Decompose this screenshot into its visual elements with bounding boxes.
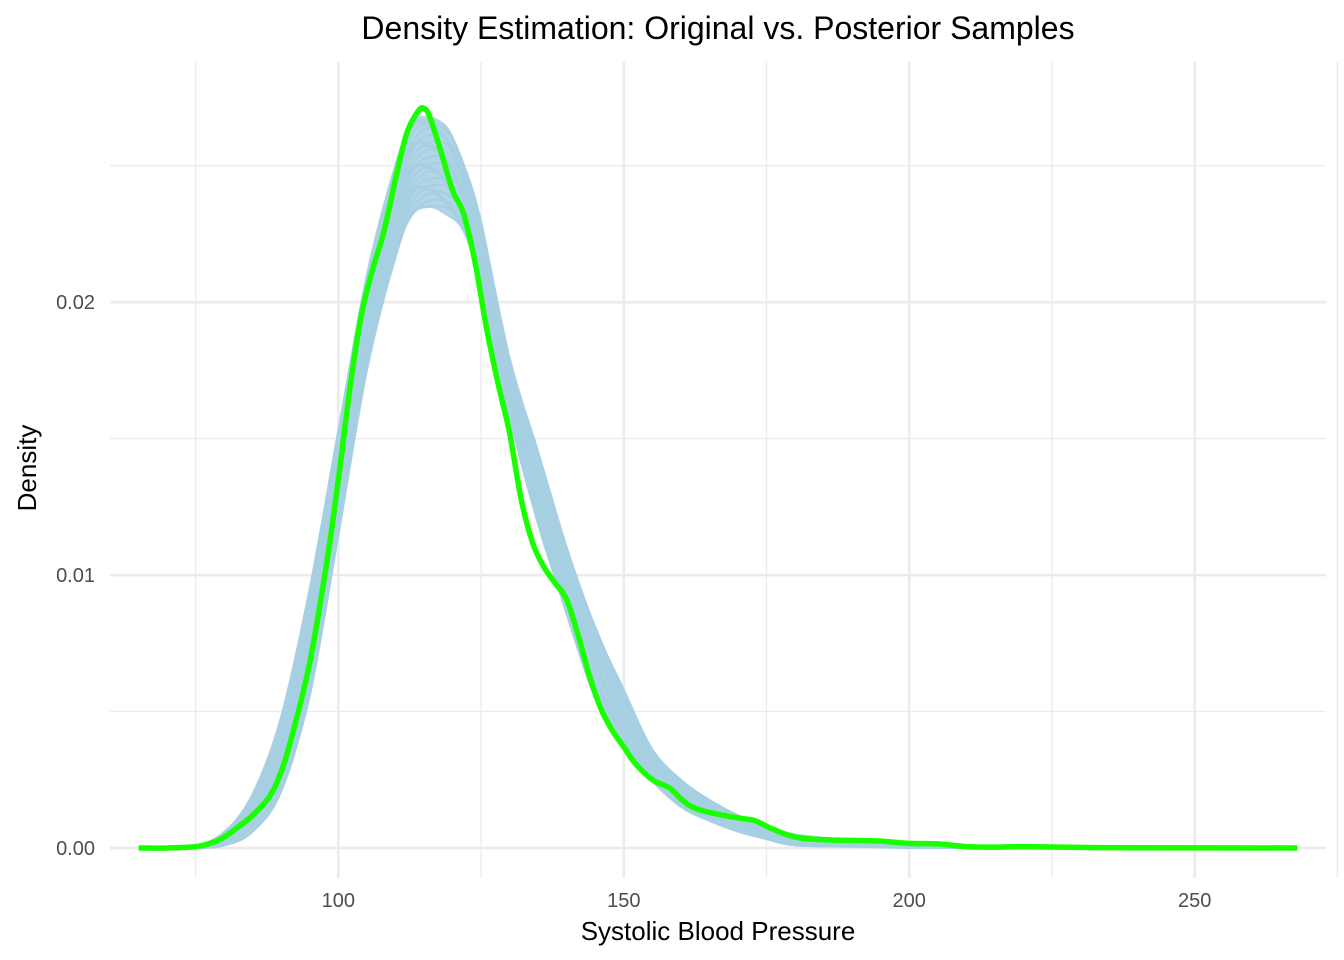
y-tick-label: 0.02 — [56, 292, 95, 314]
x-axis-tick-labels: 100 150 200 250 — [322, 890, 1212, 912]
x-tick-label: 150 — [607, 890, 640, 912]
y-tick-label: 0.00 — [56, 838, 95, 860]
y-axis-tick-labels: 0.00 0.01 0.02 — [56, 292, 95, 860]
chart-title: Density Estimation: Original vs. Posteri… — [361, 10, 1074, 46]
x-axis-title: Systolic Blood Pressure — [581, 916, 856, 946]
y-tick-label: 0.01 — [56, 565, 95, 587]
minor-gridlines — [110, 62, 1339, 878]
x-tick-label: 200 — [893, 890, 926, 912]
y-axis-title: Density — [12, 425, 42, 512]
x-tick-label: 100 — [322, 890, 355, 912]
original-density-curve — [138, 105, 1298, 851]
original-density-line — [138, 105, 1298, 851]
x-tick-label: 250 — [1178, 890, 1211, 912]
